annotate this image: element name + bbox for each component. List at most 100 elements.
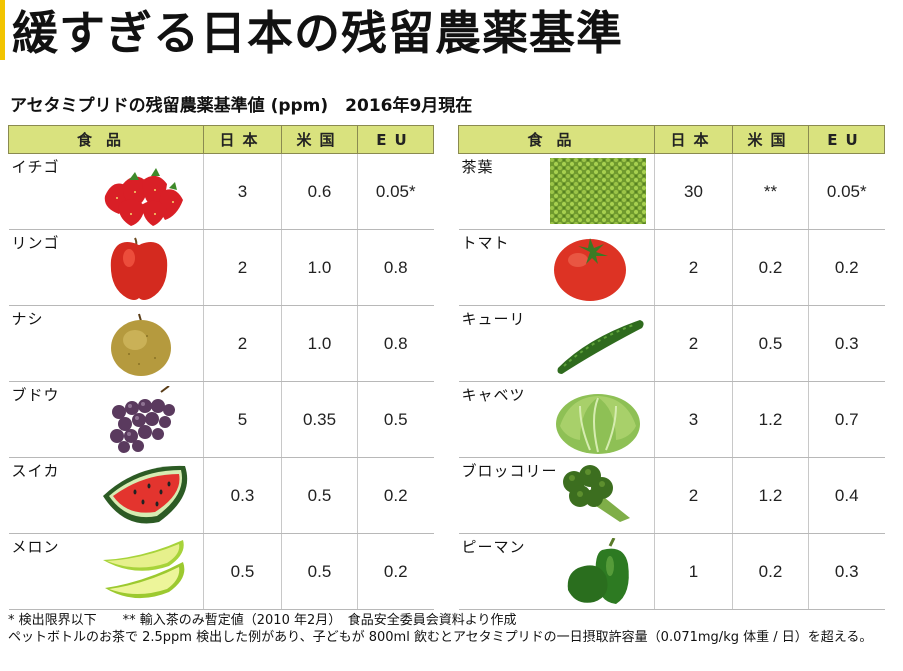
food-name: イチゴ (11, 158, 60, 176)
us-value: ** (732, 153, 809, 230)
japan-value: 30 (654, 153, 733, 230)
eu-value: 0.4 (808, 457, 885, 534)
japan-value: 0.3 (203, 457, 282, 534)
cucumber-icon (550, 310, 646, 378)
food-cell: トマト (458, 229, 655, 306)
japan-value: 2 (203, 305, 282, 382)
food-name: ピーマン (461, 538, 526, 556)
eu-value: 0.3 (808, 305, 885, 382)
table-row: 茶葉 30 ** 0.05* (458, 153, 885, 230)
cabbage-icon (550, 386, 646, 454)
us-value: 0.35 (281, 381, 358, 458)
footnote-legend: * 検出限界以下 ** 輸入茶のみ暫定値（2010 年2月） 食品安全委員会資料… (8, 613, 517, 628)
header-eu: EU (808, 125, 885, 154)
food-cell: リンゴ (8, 229, 204, 306)
us-value: 0.5 (732, 305, 809, 382)
us-value: 1.0 (281, 229, 358, 306)
eu-value: 0.2 (808, 229, 885, 306)
table-row: リンゴ 2 1.0 0.8 (8, 229, 434, 306)
apple-icon (99, 234, 195, 302)
header-us: 米国 (732, 125, 809, 154)
food-cell: 茶葉 (458, 153, 655, 230)
header-food: 食品 (8, 125, 204, 154)
food-name: トマト (461, 234, 510, 252)
eu-value: 0.3 (808, 533, 885, 610)
japan-value: 2 (654, 305, 733, 382)
table-subtitle: アセタミプリドの残留農薬基準値 (ppm) 2016年9月現在 (10, 96, 473, 116)
eu-value: 0.8 (357, 305, 434, 382)
table-row: イチゴ 3 0.6 0.05* (8, 153, 434, 230)
table-row: ブドウ 5 0.35 0.5 (8, 381, 434, 458)
footnote-explanation: ペットボトルのお茶で 2.5ppm 検出した例があり、子どもが 800ml 飲む… (8, 630, 873, 645)
pear-icon (99, 310, 195, 378)
food-cell: メロン (8, 533, 204, 610)
us-value: 1.0 (281, 305, 358, 382)
pesticide-table-left: 食品 日本 米国 EU イチゴ 3 0.6 0.05* リンゴ 2 1.0 0.8 ナシ 2 1.0… (8, 125, 434, 610)
us-value: 0.5 (281, 533, 358, 610)
tomato-icon (550, 234, 646, 302)
us-value: 1.2 (732, 381, 809, 458)
table-row: トマト 2 0.2 0.2 (458, 229, 885, 306)
food-name: ブドウ (11, 386, 60, 404)
eu-value: 0.2 (357, 457, 434, 534)
japan-value: 2 (654, 457, 733, 534)
footnotes: * 検出限界以下 ** 輸入茶のみ暫定値（2010 年2月） 食品安全委員会資料… (8, 612, 896, 646)
food-cell: キャベツ (458, 381, 655, 458)
table-row: メロン 0.5 0.5 0.2 (8, 533, 434, 610)
food-name: キューリ (461, 310, 526, 328)
food-name: キャベツ (461, 386, 526, 404)
us-value: 0.5 (281, 457, 358, 534)
food-name: ブロッコリー (461, 462, 558, 480)
japan-value: 1 (654, 533, 733, 610)
food-name: リンゴ (11, 234, 60, 252)
eu-value: 0.2 (357, 533, 434, 610)
grapes-icon (99, 385, 195, 454)
eu-value: 0.8 (357, 229, 434, 306)
food-cell: ブロッコリー (458, 457, 655, 534)
table-header-row: 食品 日本 米国 EU (8, 125, 434, 154)
table-row: ピーマン 1 0.2 0.3 (458, 533, 885, 610)
table-row: スイカ 0.3 0.5 0.2 (8, 457, 434, 534)
table-row: キューリ 2 0.5 0.3 (458, 305, 885, 382)
pesticide-table-right: 食品 日本 米国 EU 茶葉 30 ** 0.05* トマト 2 0.2 0.2 キューリ 2 0.… (458, 125, 885, 610)
food-cell: ナシ (8, 305, 204, 382)
us-value: 1.2 (732, 457, 809, 534)
table-row: ナシ 2 1.0 0.8 (8, 305, 434, 382)
eu-value: 0.05* (808, 153, 885, 230)
title-accent-bar (0, 0, 5, 60)
table-row: キャベツ 3 1.2 0.7 (458, 381, 885, 458)
eu-value: 0.5 (357, 381, 434, 458)
eu-value: 0.05* (357, 153, 434, 230)
green-pepper-icon (550, 537, 646, 606)
food-cell: イチゴ (8, 153, 204, 230)
header-eu: EU (357, 125, 434, 154)
japan-value: 2 (654, 229, 733, 306)
food-name: メロン (11, 538, 60, 556)
japan-value: 5 (203, 381, 282, 458)
table-row: ブロッコリー 2 1.2 0.4 (458, 457, 885, 534)
food-cell: ピーマン (458, 533, 655, 610)
us-value: 0.2 (732, 229, 809, 306)
eu-value: 0.7 (808, 381, 885, 458)
food-name: 茶葉 (461, 158, 494, 176)
table-header-row: 食品 日本 米国 EU (458, 125, 885, 154)
food-cell: キューリ (458, 305, 655, 382)
strawberry-icon (99, 158, 195, 226)
watermelon-icon (99, 462, 195, 530)
japan-value: 0.5 (203, 533, 282, 610)
food-name: スイカ (11, 462, 60, 480)
broccoli-icon (550, 462, 646, 530)
japan-value: 3 (203, 153, 282, 230)
header-us: 米国 (281, 125, 358, 154)
melon-icon (99, 538, 195, 606)
food-name: ナシ (11, 310, 44, 328)
japan-value: 2 (203, 229, 282, 306)
header-food: 食品 (458, 125, 655, 154)
header-japan: 日本 (654, 125, 733, 154)
food-cell: スイカ (8, 457, 204, 534)
header-japan: 日本 (203, 125, 282, 154)
japan-value: 3 (654, 381, 733, 458)
us-value: 0.2 (732, 533, 809, 610)
food-cell: ブドウ (8, 381, 204, 458)
tea-leaves-icon (550, 158, 646, 226)
